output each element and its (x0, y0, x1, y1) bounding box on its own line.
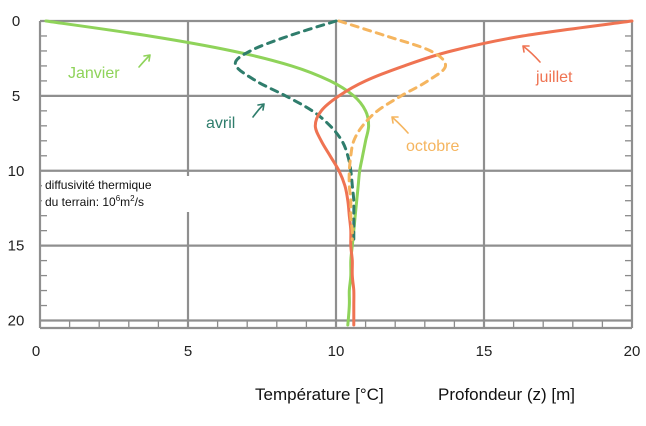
arrow-juillet (522, 45, 541, 63)
annotation-prefix: du terrain: 10 (45, 195, 116, 209)
x-tick-label: 0 (32, 343, 40, 360)
series-label-juillet: juillet (535, 69, 573, 86)
y-tick-label: 20 (8, 313, 25, 330)
series-line-avril (233, 19, 356, 242)
annotation-unit: m (120, 195, 130, 209)
y-tick-label: 10 (8, 163, 25, 180)
series-label-avril: avril (206, 115, 235, 132)
annotation-exponent: 6 (116, 194, 121, 203)
series-label-octobre: octobre (406, 138, 459, 155)
x-axis-title: Température [°C] (255, 385, 384, 404)
y-tick-label: 0 (12, 13, 20, 30)
x-tick-label: 20 (624, 343, 641, 360)
series-line-octobre (337, 19, 447, 242)
annotation-background (42, 176, 194, 212)
annotation-line-2: du terrain: 106m2/s (45, 194, 144, 209)
series-label-janvier: Janvier (68, 65, 120, 82)
annotation-line-1: diffusivité thermique (45, 178, 152, 192)
x-tick-label: 10 (328, 343, 345, 360)
arrow-octobre (391, 116, 409, 134)
annotation-exponent-2: 2 (130, 194, 135, 203)
x-tick-label: 5 (184, 343, 192, 360)
arrow-avril (252, 103, 265, 118)
y-tick-label: 5 (12, 88, 20, 105)
annotation-suffix: /s (135, 195, 144, 209)
x-tick-label: 15 (476, 343, 493, 360)
series-line-juillet (313, 19, 634, 327)
series-layer (44, 19, 634, 327)
grid-layer (38, 19, 634, 330)
y-axis-title: Profondeur (z) [m] (438, 385, 575, 404)
y-tick-label: 15 (8, 238, 25, 255)
arrow-janvier (138, 54, 151, 68)
label-layer: 0 5 10 15 20 0 5 10 15 20 (8, 13, 641, 360)
